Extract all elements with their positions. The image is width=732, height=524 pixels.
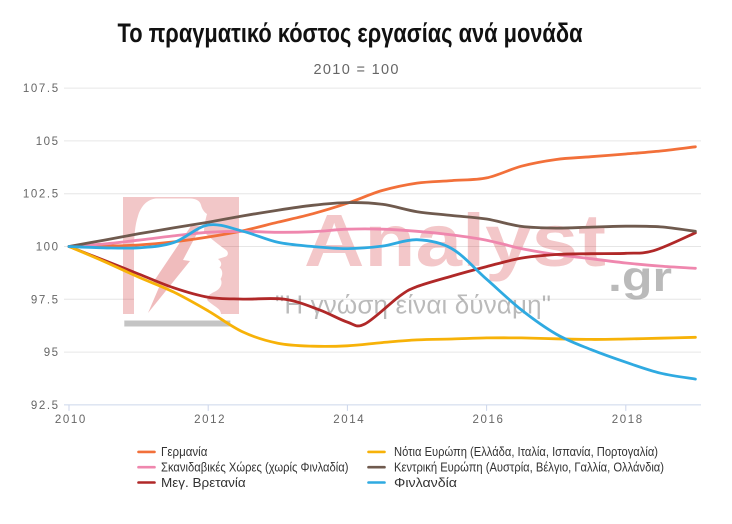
svg-text:Το πραγματικό κόστος εργασίας: Το πραγματικό κόστος εργασίας ανά μονάδα xyxy=(118,18,583,48)
svg-text:Σκανιδαβικές Χώρες (χωρίς Φινλ: Σκανιδαβικές Χώρες (χωρίς Φινλαδία) xyxy=(161,461,349,475)
svg-text:2016: 2016 xyxy=(473,414,505,426)
svg-text:Φινλανδία: Φινλανδία xyxy=(394,476,457,490)
svg-text:.gr: .gr xyxy=(608,253,672,300)
svg-text:2018: 2018 xyxy=(612,414,644,426)
svg-text:105: 105 xyxy=(36,136,60,148)
svg-text:107.5: 107.5 xyxy=(23,83,60,95)
svg-text:2012: 2012 xyxy=(194,414,226,426)
svg-text:100: 100 xyxy=(36,242,60,254)
svg-text:2010 = 100: 2010 = 100 xyxy=(314,62,399,78)
svg-text:102.5: 102.5 xyxy=(23,189,60,201)
svg-text:Κεντρική Ευρώπη (Αυστρία, Βέλγ: Κεντρική Ευρώπη (Αυστρία, Βέλγιο, Γαλλία… xyxy=(394,461,664,475)
svg-text:95: 95 xyxy=(44,347,60,359)
svg-text:Μεγ. Βρετανία: Μεγ. Βρετανία xyxy=(161,476,246,490)
svg-text:Νότια Ευρώπη (Ελλάδα, Ιταλία,: Νότια Ευρώπη (Ελλάδα, Ιταλία, Ισπανία, Π… xyxy=(394,445,658,459)
svg-text:Analyst: Analyst xyxy=(304,199,606,282)
svg-text:"Η γνώση είναι δύναμη": "Η γνώση είναι δύναμη" xyxy=(275,290,551,320)
svg-text:2010: 2010 xyxy=(55,414,87,426)
svg-text:97.5: 97.5 xyxy=(31,294,60,306)
svg-text:Γερμανία: Γερμανία xyxy=(161,445,207,459)
svg-text:2014: 2014 xyxy=(333,414,365,426)
svg-text:92.5: 92.5 xyxy=(31,400,60,412)
